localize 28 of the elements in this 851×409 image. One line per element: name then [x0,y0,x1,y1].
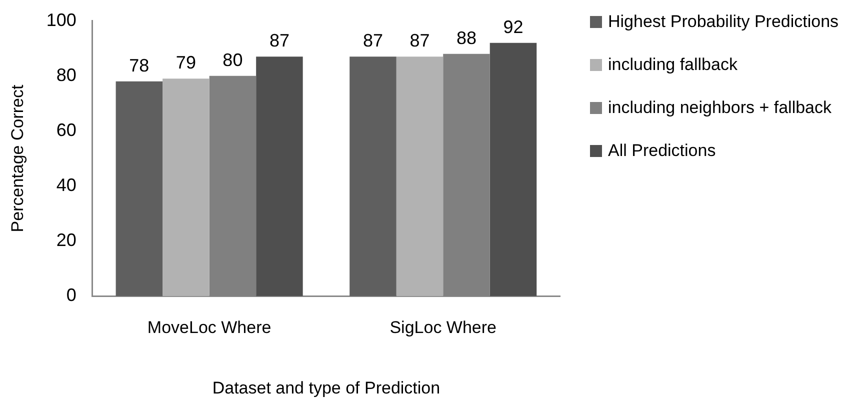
bar [396,56,444,296]
bar [116,81,163,296]
legend-label: All Predictions [608,140,716,162]
bar [256,56,303,296]
legend-label: including fallback [608,54,738,76]
data-label: 92 [503,16,524,37]
data-label: 87 [269,30,290,51]
data-label: 79 [176,52,196,73]
data-label: 87 [410,30,430,51]
y-axis-title: Percentage Correct [8,84,27,232]
x-tick-label: MoveLoc Where [147,318,272,338]
bar [162,78,210,296]
data-label: 78 [129,55,150,76]
y-tick-label: 20 [56,230,76,250]
data-label: 87 [362,30,383,51]
y-tick-label: 100 [46,10,76,30]
bar [350,56,396,296]
x-axis-title: Dataset and type of Prediction [212,378,440,398]
legend-label: including neighbors + fallback [608,97,832,119]
bar [490,42,537,296]
y-tick-label: 0 [66,285,76,306]
x-tick-label: SigLoc Where [390,318,496,338]
y-tick-label: 80 [56,64,76,85]
data-label: 80 [222,50,243,70]
y-tick-label: 40 [56,175,76,196]
data-label: 88 [456,28,476,48]
legend-label: Highest Probability Predictions [608,11,839,33]
y-tick-label: 60 [56,120,76,140]
